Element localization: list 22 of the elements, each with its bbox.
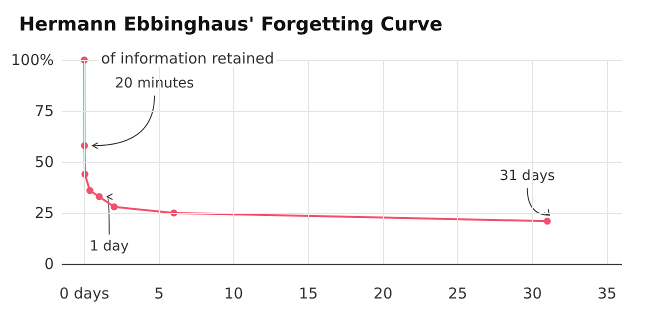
chart-title: Hermann Ebbinghaus' Forgetting Curve — [19, 14, 443, 36]
y-tick-label: 50 — [34, 153, 54, 171]
annotation: 20 minutes — [115, 76, 194, 92]
annotation: 1 day — [90, 238, 129, 255]
x-tick-label: 5 — [154, 284, 164, 302]
annotation: 31 days — [500, 168, 555, 184]
point — [544, 218, 551, 225]
x-tick-label: 30 — [522, 284, 542, 302]
x-tick-label: 0 days — [59, 284, 110, 302]
x-tick-label: 15 — [298, 284, 318, 302]
y-tick-label: 25 — [34, 204, 54, 222]
x-tick-label: 20 — [373, 284, 393, 302]
x-tick-label: 25 — [448, 284, 468, 302]
point — [110, 203, 118, 210]
y-tick-label: 75 — [34, 102, 54, 120]
point — [96, 193, 103, 200]
x-tick-label: 10 — [224, 284, 244, 302]
y-tick-label: 100% — [10, 51, 54, 69]
x-tick-label: 35 — [598, 284, 617, 302]
y-axis-title: of information retained — [101, 50, 274, 68]
point — [86, 187, 94, 194]
y-tick-label: 0 — [44, 255, 54, 273]
